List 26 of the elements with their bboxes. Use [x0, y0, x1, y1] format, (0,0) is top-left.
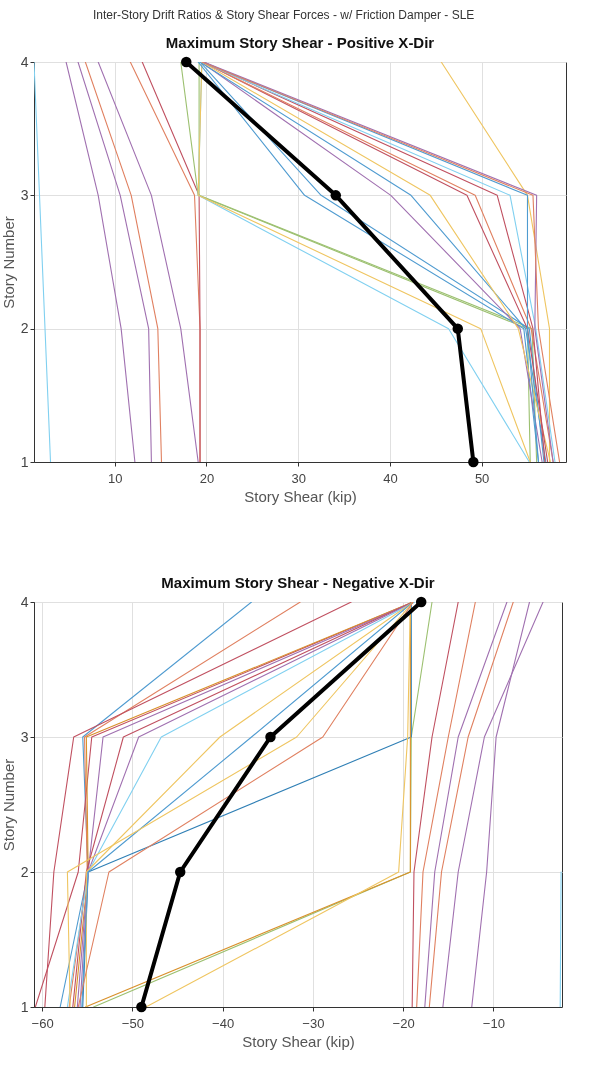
x-tick-label: −40 — [212, 1015, 235, 1031]
x-tick-label: −10 — [482, 1015, 505, 1031]
x-tick-label: 50 — [474, 470, 490, 486]
y-tick-label: 2 — [20, 320, 29, 337]
x-tick-label: 10 — [107, 470, 123, 486]
y-tick-label: 1 — [20, 998, 29, 1015]
x-tick-label: −30 — [302, 1015, 325, 1031]
x-tick-label: −50 — [121, 1015, 144, 1031]
y-axis-title: Story Number — [0, 758, 17, 852]
x-axis-title: Story Shear (kip) — [244, 487, 357, 505]
y-tick-label: 4 — [20, 53, 29, 70]
chart-title: Maximum Story Shear - Positive X-Dir — [165, 34, 435, 51]
x-tick-label: −20 — [392, 1015, 415, 1031]
x-axis-title: Story Shear (kip) — [242, 1032, 355, 1050]
text: Inter-Story Drift Ratios & Story Shear Forces - w/ Friction Damper - SLE — [92, 7, 475, 22]
x-tick-label: 30 — [291, 470, 306, 486]
y-tick-label: 4 — [20, 593, 29, 610]
y-tick-label: 3 — [20, 186, 29, 203]
x-tick-label: 40 — [383, 470, 398, 486]
y-tick-label: 2 — [20, 863, 29, 880]
x-tick-label: −60 — [31, 1015, 54, 1031]
chart-title: Maximum Story Shear - Negative X-Dir — [161, 574, 435, 591]
y-axis-title: Story Number — [0, 216, 17, 309]
y-tick-label: 1 — [20, 453, 29, 470]
x-tick-label: 20 — [199, 470, 215, 486]
y-tick-label: 3 — [20, 728, 29, 745]
